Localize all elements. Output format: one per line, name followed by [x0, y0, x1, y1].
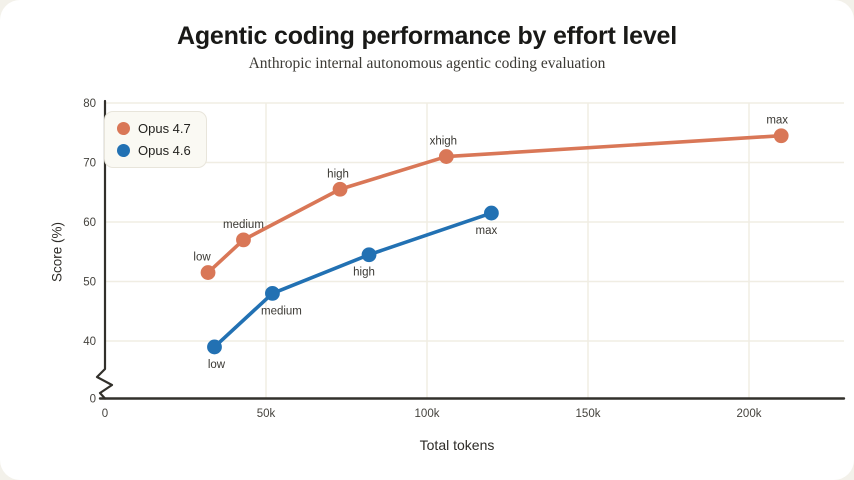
data-point-label: high	[327, 168, 349, 180]
data-point-label: max	[476, 225, 498, 237]
data-point-label: high	[353, 267, 375, 279]
y-tick-label: 50	[83, 277, 96, 289]
legend-swatch-icon	[117, 122, 130, 135]
x-tick-label: 150k	[576, 408, 601, 420]
chart-subtitle: Anthropic internal autonomous agentic co…	[248, 55, 606, 72]
data-point-label: medium	[223, 219, 264, 231]
data-point	[236, 232, 251, 248]
y-tick-label: 70	[83, 158, 96, 170]
legend-label: Opus 4.6	[138, 143, 191, 158]
data-point	[207, 339, 222, 355]
chart-title: Agentic coding performance by effort lev…	[176, 22, 678, 50]
data-point-label: max	[766, 115, 788, 127]
data-point	[484, 205, 499, 221]
x-axis-title: Total tokens	[419, 437, 495, 453]
data-point	[332, 181, 348, 197]
legend-swatch-icon	[117, 144, 130, 157]
series-line	[212, 211, 494, 349]
data-point	[265, 286, 280, 301]
x-tick-label: 100k	[415, 408, 440, 420]
legend: Opus 4.7 Opus 4.6	[104, 111, 207, 168]
data-point-label: low	[208, 359, 226, 371]
x-tick-label: 200k	[737, 408, 762, 420]
y-axis-line	[95, 99, 114, 400]
data-point	[773, 128, 789, 144]
legend-label: Opus 4.7	[138, 121, 191, 136]
y-tick-label: 0	[90, 394, 96, 406]
x-tick-label: 50k	[257, 408, 276, 420]
y-tick-label: 60	[83, 217, 96, 229]
data-point	[200, 265, 216, 280]
series-line	[206, 133, 784, 275]
data-point	[438, 149, 454, 164]
legend-item: Opus 4.6	[117, 143, 191, 158]
x-tick-label: 0	[102, 408, 108, 420]
y-tick-label: 40	[83, 336, 96, 348]
data-point	[361, 247, 377, 263]
legend-item: Opus 4.7	[117, 121, 191, 136]
data-point-label: xhigh	[430, 136, 458, 148]
data-point-label: medium	[261, 305, 302, 317]
data-point-label: low	[193, 252, 211, 264]
y-tick-label: 80	[83, 98, 96, 110]
y-axis-title: Score (%)	[49, 221, 65, 283]
